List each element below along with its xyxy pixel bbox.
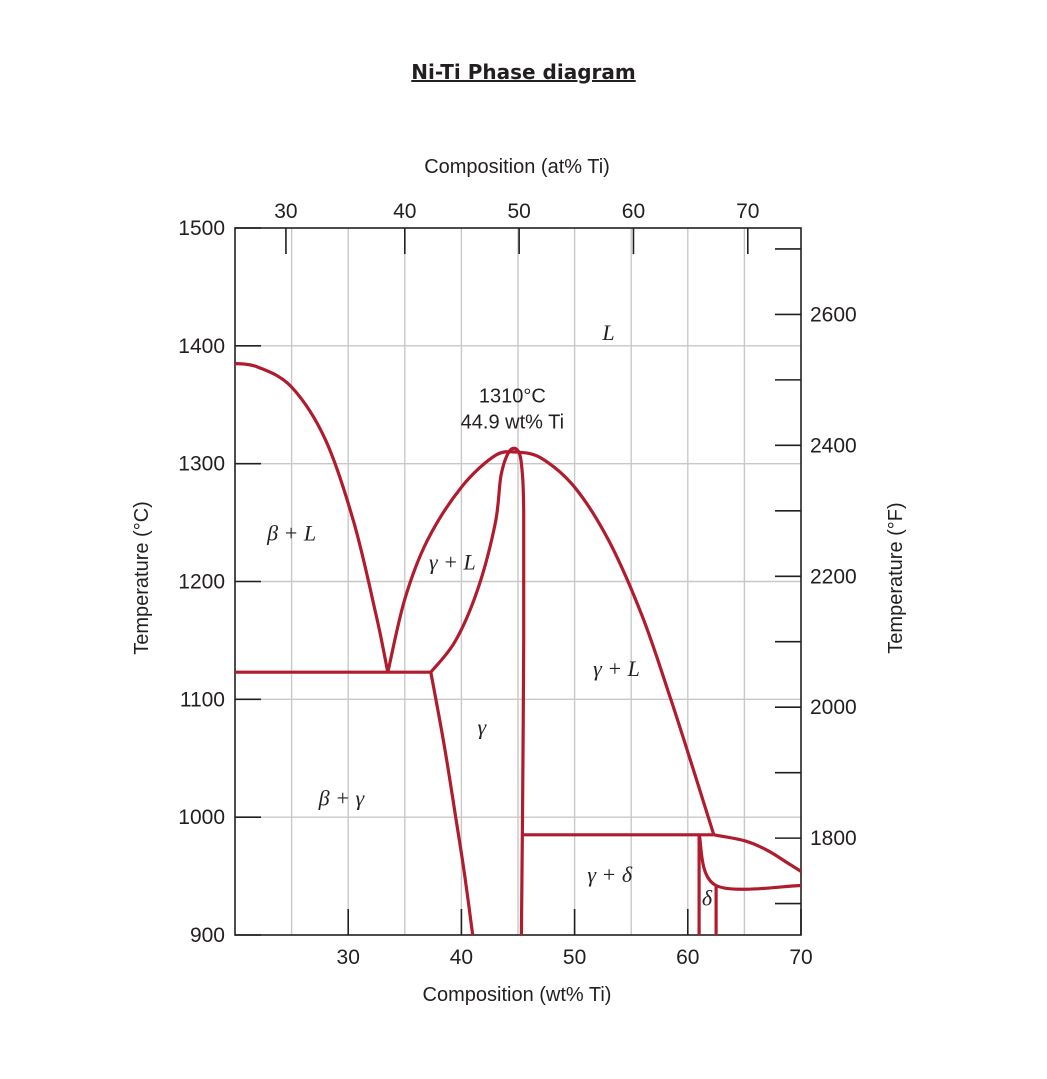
x2-tick-label: 70 — [736, 200, 759, 223]
phase-region-label: γ — [477, 715, 487, 740]
y2-tick-label: 1800 — [810, 827, 857, 850]
x2-tick-label: 50 — [507, 200, 530, 223]
y2-tick-label: 2200 — [810, 565, 857, 588]
y-tick-label: 1400 — [178, 335, 225, 358]
y-tick-label: 1300 — [178, 453, 225, 476]
y-tick-label: 1100 — [180, 688, 225, 711]
eutectic-annotation-temp: 1310°C — [479, 385, 546, 407]
y-tick-label: 1000 — [178, 806, 225, 829]
phase-boundary-line — [429, 671, 475, 936]
y-tick-label: 1200 — [178, 571, 225, 594]
x-axis-title: Composition (wt% Ti) — [423, 984, 612, 1006]
eutectic-annotation-comp: 44.9 wt% Ti — [461, 411, 564, 433]
phase-boundary-line — [429, 446, 526, 936]
phase-boundary-line — [713, 833, 802, 873]
phase-labels: Lβ + L γ + L γ + L γ β + γ γ + δ δ — [266, 320, 713, 911]
axis-ticks: 900 1000 1100 1200 1300 1400 1500 30 40 50 60 70 30 4… — [178, 200, 856, 969]
phase-region-label: γ + L — [593, 656, 640, 681]
page-title: Ni-Ti Phase diagram — [411, 60, 636, 84]
phase-boundary-line — [234, 361, 390, 673]
phase-region-label: γ + L — [429, 550, 476, 575]
y2-tick-label: 2400 — [810, 434, 857, 457]
phase-region-label: δ — [702, 886, 713, 911]
y-axis-title: Temperature (°C) — [131, 501, 153, 655]
x-tick-label: 60 — [676, 946, 699, 969]
phase-region-label: L — [601, 320, 614, 345]
phase-boundaries — [234, 361, 802, 936]
phase-region-label: γ + δ — [587, 862, 633, 887]
phase-region-label: β + L — [266, 520, 316, 545]
grid — [235, 228, 801, 935]
phase-region-label: β + γ — [318, 785, 366, 810]
x-tick-label: 50 — [563, 946, 586, 969]
x-tick-label: 70 — [789, 946, 812, 969]
y2-tick-label: 2600 — [810, 303, 857, 326]
y2-axis-title: Temperature (°F) — [885, 502, 907, 653]
x2-tick-label: 30 — [274, 200, 297, 223]
y-tick-label: 1500 — [178, 217, 225, 240]
y2-tick-label: 2000 — [810, 696, 857, 719]
x-tick-label: 40 — [450, 946, 473, 969]
phase-boundary-line — [516, 450, 716, 836]
y-tick-label: 900 — [190, 924, 225, 947]
x2-tick-label: 40 — [393, 200, 416, 223]
x-tick-label: 30 — [337, 946, 360, 969]
x2-tick-label: 60 — [622, 200, 645, 223]
phase-boundary-line — [386, 450, 518, 673]
x2-axis-title: Composition (at% Ti) — [424, 156, 610, 178]
